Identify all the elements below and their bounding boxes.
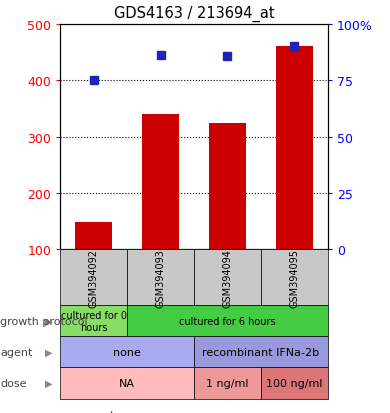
Text: cultured for 0
hours: cultured for 0 hours — [61, 310, 127, 332]
Title: GDS4163 / 213694_at: GDS4163 / 213694_at — [114, 6, 274, 22]
Text: NA: NA — [119, 378, 135, 388]
Text: ▶: ▶ — [45, 316, 53, 326]
Bar — [76, 223, 112, 250]
Bar — [209, 123, 246, 250]
Text: growth protocol: growth protocol — [0, 316, 88, 326]
Text: none: none — [113, 347, 141, 357]
Bar — [276, 47, 312, 250]
Text: GSM394093: GSM394093 — [156, 248, 166, 307]
Text: ▶: ▶ — [45, 378, 53, 388]
Text: cultured for 6 hours: cultured for 6 hours — [179, 316, 276, 326]
Text: ■: ■ — [64, 408, 76, 413]
Text: GSM394095: GSM394095 — [289, 248, 299, 307]
Text: GSM394094: GSM394094 — [222, 248, 232, 307]
Text: agent: agent — [0, 347, 32, 357]
Text: count: count — [84, 410, 115, 413]
Text: 1 ng/ml: 1 ng/ml — [206, 378, 249, 388]
Text: GSM394092: GSM394092 — [89, 248, 99, 307]
Text: ▶: ▶ — [45, 347, 53, 357]
Bar — [142, 115, 179, 250]
Text: 100 ng/ml: 100 ng/ml — [266, 378, 323, 388]
Text: dose: dose — [0, 378, 27, 388]
Text: recombinant IFNa-2b: recombinant IFNa-2b — [202, 347, 319, 357]
